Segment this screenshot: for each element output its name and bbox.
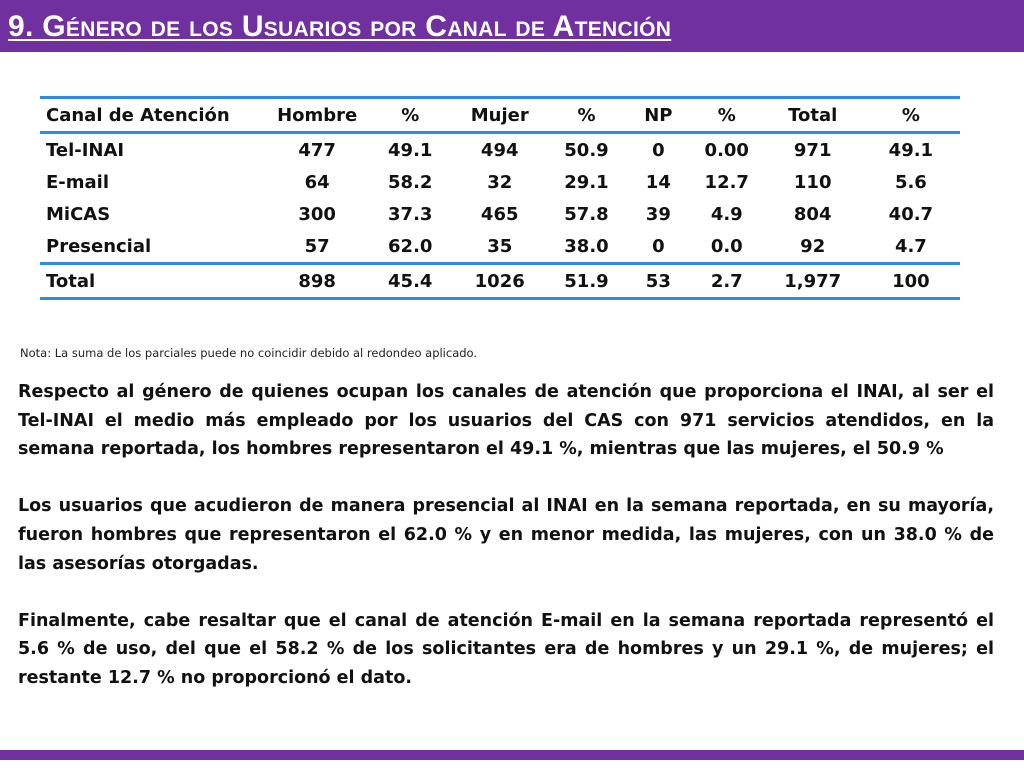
column-header-pct-np: % [689, 96, 764, 134]
table-cell: 0.0 [710, 235, 743, 257]
table-cell: 0 [652, 139, 665, 161]
table-cell: 494 [480, 139, 519, 161]
table-cell: 45.4 [367, 262, 454, 300]
column-header-np: NP [626, 96, 690, 134]
gender-by-channel-table-container: Canal de Atención Hombre % Mujer % NP % … [40, 96, 960, 300]
table-cell: 4.7 [894, 235, 927, 257]
table-cell: 29.1 [564, 171, 609, 193]
table-cell: 2.7 [689, 262, 764, 300]
paragraph: Respecto al género de quienes ocupan los… [18, 382, 994, 460]
table-cell: 5.6 [894, 171, 927, 193]
paragraph: Los usuarios que acudieron de manera pre… [18, 496, 994, 574]
table-cell: 0 [652, 235, 665, 257]
column-header-hombre: Hombre [267, 96, 368, 134]
table-cell: 465 [480, 203, 519, 225]
table-cell: Tel-INAI [46, 139, 125, 161]
table-cell: 110 [793, 171, 832, 193]
table-total-row: Total 898 45.4 1026 51.9 53 2.7 1,977 10… [40, 262, 960, 300]
table-cell: 37.3 [388, 203, 433, 225]
table-cell: 32 [487, 171, 513, 193]
table-row: Presencial 57 62.0 35 38.0 0 0.0 92 4.7 [40, 230, 960, 264]
table-cell: 100 [861, 262, 960, 300]
table-cell: MiCAS [46, 203, 111, 225]
table-cell: 58.2 [388, 171, 433, 193]
table-row: MiCAS 300 37.3 465 57.8 39 4.9 804 40.7 [40, 198, 960, 230]
table-cell: 12.7 [704, 171, 749, 193]
table-cell: 300 [298, 203, 336, 225]
rounding-note: Nota: La suma de los parciales puede no … [20, 346, 478, 360]
table-cell: 898 [267, 262, 368, 300]
column-header-mujer: Mujer [453, 96, 547, 134]
table-cell: Total [40, 262, 268, 300]
bottom-bar [0, 750, 1024, 760]
column-header-total: Total [763, 96, 862, 134]
table-row: Tel-INAI 477 49.1 494 50.9 0 0.00 971 49… [40, 133, 960, 167]
table-cell: 804 [793, 203, 832, 225]
title-bar: 9. Género de los Usuarios por Canal de A… [0, 0, 1024, 52]
table-cell: 40.7 [888, 203, 934, 225]
table-cell: 1,977 [763, 262, 862, 300]
table-cell: Presencial [46, 235, 152, 257]
table-cell: 57 [304, 235, 330, 257]
table-cell: 971 [793, 139, 832, 161]
table-cell: 53 [626, 262, 690, 300]
page-title: 9. Género de los Usuarios por Canal de A… [8, 10, 672, 43]
table-cell: 0.00 [704, 139, 749, 161]
table-cell: 50.9 [564, 139, 609, 161]
column-header-canal: Canal de Atención [40, 96, 268, 134]
table-cell: 477 [298, 139, 336, 161]
table-cell: 39 [645, 203, 671, 225]
column-header-pct-mujer: % [546, 96, 627, 134]
table-cell: 14 [645, 171, 671, 193]
gender-by-channel-table: Canal de Atención Hombre % Mujer % NP % … [40, 96, 960, 300]
table-cell: 64 [304, 171, 330, 193]
table-cell: 92 [800, 235, 826, 257]
table-cell: 51.9 [546, 262, 627, 300]
table-cell: 35 [487, 235, 513, 257]
table-cell: E-mail [46, 171, 110, 193]
table-cell: 4.9 [710, 203, 743, 225]
table-row: E-mail 64 58.2 32 29.1 14 12.7 110 5.6 [40, 166, 960, 198]
table-header-row: Canal de Atención Hombre % Mujer % NP % … [40, 96, 960, 134]
column-header-pct-total: % [861, 96, 960, 134]
table-cell: 49.1 [388, 139, 433, 161]
paragraph: Finalmente, cabe resaltar que el canal d… [18, 610, 994, 688]
table-cell: 62.0 [388, 235, 433, 257]
table-cell: 57.8 [564, 203, 609, 225]
body-text: Respecto al género de quienes ocupan los… [18, 378, 994, 721]
table-cell: 1026 [453, 262, 547, 300]
table-cell: 38.0 [564, 235, 609, 257]
table-cell: 49.1 [888, 139, 934, 161]
column-header-pct-hombre: % [367, 96, 454, 134]
